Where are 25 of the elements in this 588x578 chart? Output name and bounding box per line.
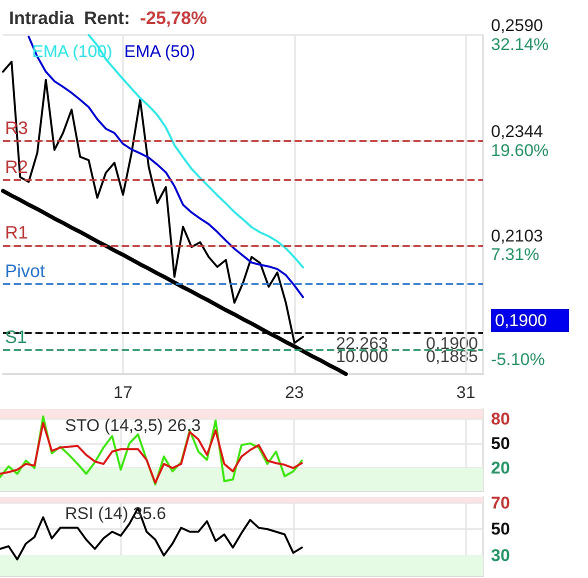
y-tick-label: 0,1900 — [495, 310, 547, 330]
y2-tick-label: -5.10% — [491, 350, 545, 370]
y2-tick-label: 32.14% — [491, 35, 549, 54]
x-tick-label: 31 — [456, 383, 476, 402]
y-tick-label: 20 — [491, 458, 510, 478]
ref-line-label: Pivot — [5, 261, 46, 282]
y-tick-label: 0,2344 — [491, 122, 543, 142]
chart-title: STO (14,3,5) 26.3 — [65, 416, 201, 435]
y-tick-label: 0,2103 — [491, 226, 543, 246]
y-tick-label: 80 — [491, 409, 510, 428]
x-tick-label: 17 — [114, 383, 132, 402]
annotation: 0,1900 — [426, 334, 478, 353]
y2-tick-label: 19.60% — [491, 141, 549, 160]
line-series — [0, 507, 303, 560]
x-tick-label: 23 — [284, 383, 304, 402]
text: EMA (50) — [124, 42, 196, 61]
y2-tick-label: 7.31% — [491, 245, 540, 264]
y-tick-label: 50 — [491, 434, 510, 453]
y-tick-label: 30 — [491, 546, 510, 565]
chart-subtitle: -25,78% — [140, 8, 208, 28]
chart-title: Intradia Rent: — [9, 8, 130, 28]
y-tick-label: 50 — [491, 520, 510, 539]
ref-line-label: R1 — [5, 222, 28, 242]
y-tick-label: 0,2590 — [491, 16, 543, 35]
y-tick-label: 70 — [491, 493, 510, 512]
